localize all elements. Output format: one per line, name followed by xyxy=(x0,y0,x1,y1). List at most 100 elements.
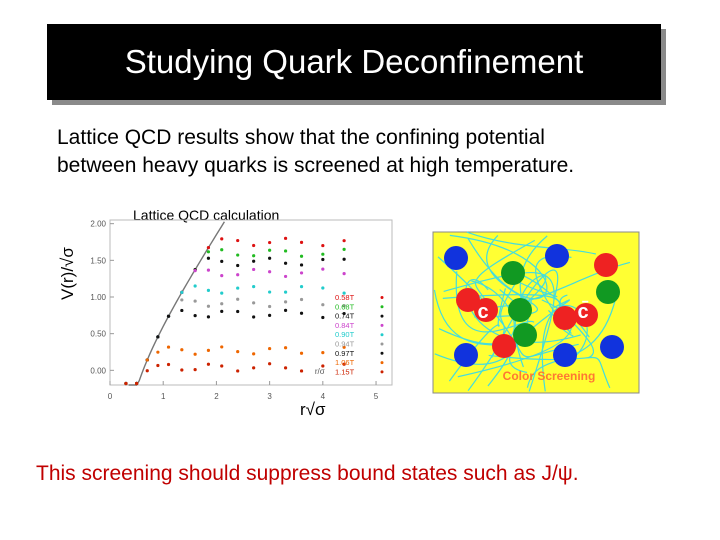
plot-legend: 0.58T0.68T0.74T0.84T0.90T0.94T0.97T1.06T… xyxy=(335,293,384,376)
inner-x-label: r/σ xyxy=(315,367,325,376)
blue-charge xyxy=(545,244,569,268)
data-point xyxy=(145,358,149,362)
data-point xyxy=(236,369,240,373)
data-point xyxy=(283,300,288,304)
data-point xyxy=(299,311,304,315)
data-point xyxy=(268,256,272,260)
data-point xyxy=(342,304,346,308)
intro-line-1: Lattice QCD results show that the confin… xyxy=(57,126,545,149)
data-point xyxy=(180,308,184,313)
legend-marker xyxy=(380,323,384,327)
data-point xyxy=(252,352,256,356)
data-point xyxy=(283,274,288,279)
legend-label: 1.15T xyxy=(335,367,355,376)
data-point xyxy=(299,271,304,275)
x-tick-label: 2 xyxy=(214,392,219,401)
data-point xyxy=(252,301,256,305)
data-point xyxy=(236,273,240,277)
data-point xyxy=(180,368,184,372)
data-point xyxy=(268,290,272,294)
data-point xyxy=(268,346,272,351)
antiquark-label: c̄ xyxy=(577,301,588,323)
data-point xyxy=(321,286,325,290)
data-point xyxy=(321,257,325,262)
data-point xyxy=(236,286,240,290)
data-point xyxy=(236,263,240,268)
red-charge xyxy=(574,303,598,327)
data-point xyxy=(206,246,211,250)
data-point xyxy=(220,237,224,241)
data-point xyxy=(206,250,211,254)
data-point xyxy=(206,256,211,260)
blue-charge xyxy=(444,246,468,270)
data-point xyxy=(342,247,346,252)
bottom-text: This screening should suppress bound sta… xyxy=(36,462,579,485)
gluon-line xyxy=(466,231,596,255)
data-point xyxy=(252,284,256,289)
data-point xyxy=(299,254,304,258)
legend-marker xyxy=(380,351,384,355)
data-point xyxy=(268,240,272,245)
data-point xyxy=(193,368,197,372)
title-box: Studying Quark Deconfinement xyxy=(47,24,661,100)
data-point xyxy=(299,263,304,267)
red-charge xyxy=(594,253,618,277)
data-point xyxy=(268,304,272,309)
data-point xyxy=(321,351,325,355)
slide-title: Studying Quark Deconfinement xyxy=(124,43,584,80)
data-point xyxy=(321,364,325,368)
data-point xyxy=(156,335,160,339)
data-point xyxy=(283,236,288,240)
data-point xyxy=(156,363,160,368)
data-point xyxy=(236,253,240,257)
data-point xyxy=(283,308,288,312)
legend-label: 0.97T xyxy=(335,349,355,358)
legend-marker xyxy=(380,305,384,309)
data-point xyxy=(299,297,304,302)
data-point xyxy=(206,304,211,308)
intro-text: Lattice QCD results show that the confin… xyxy=(57,124,697,180)
data-point xyxy=(252,254,256,258)
data-point xyxy=(220,302,224,306)
data-point xyxy=(283,249,288,253)
green-charge xyxy=(508,298,532,322)
gluon-line xyxy=(541,304,588,392)
data-point xyxy=(236,238,240,243)
x-tick-label: 1 xyxy=(161,392,166,401)
legend-marker xyxy=(380,314,384,318)
quark-label: c xyxy=(477,301,488,323)
data-point xyxy=(166,345,171,349)
data-point xyxy=(321,243,325,248)
data-point xyxy=(342,311,346,316)
data-point xyxy=(321,303,325,307)
plot-ticks: 0 1 2 3 4 5 0.00 0.50 1.00 1.50 2.00 r/σ xyxy=(90,220,378,401)
legend-marker xyxy=(380,333,384,337)
data-point xyxy=(166,362,171,367)
diagram-charges xyxy=(444,244,624,367)
x-tick-label: 0 xyxy=(108,392,113,401)
y-tick-label: 1.00 xyxy=(90,293,106,302)
data-point xyxy=(342,345,346,349)
data-point xyxy=(268,248,272,252)
legend-marker xyxy=(380,370,384,374)
data-point xyxy=(193,299,197,303)
data-point xyxy=(166,314,171,318)
data-point xyxy=(283,346,288,350)
legend-marker xyxy=(380,361,384,365)
red-charge xyxy=(492,334,516,358)
data-point xyxy=(206,288,211,292)
plot-frame xyxy=(109,219,393,386)
data-point xyxy=(206,362,211,366)
data-point xyxy=(145,369,149,373)
legend-label: 0.94T xyxy=(335,340,355,349)
data-point xyxy=(299,369,304,373)
data-point xyxy=(283,366,288,370)
diagram-caption: Color Screening xyxy=(503,369,596,383)
data-point xyxy=(268,362,272,366)
data-point xyxy=(299,351,304,355)
data-point xyxy=(180,348,184,352)
data-point xyxy=(252,259,256,263)
data-point xyxy=(193,352,197,356)
legend-label: 0.58T xyxy=(335,293,355,302)
green-charge xyxy=(501,261,525,285)
